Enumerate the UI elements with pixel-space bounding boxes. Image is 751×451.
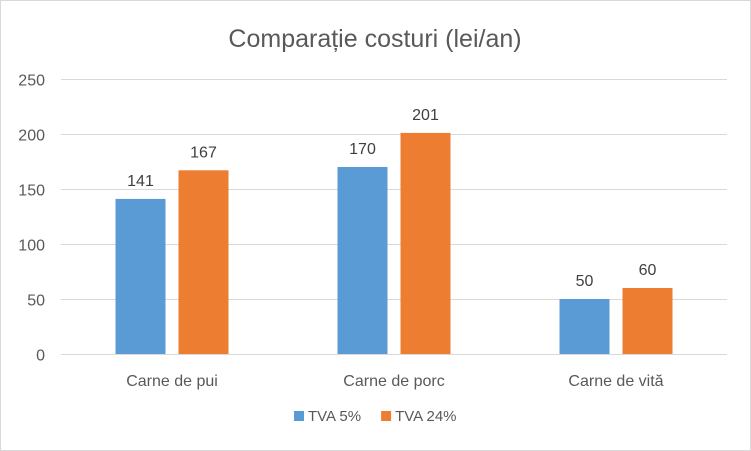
bar <box>115 198 166 354</box>
gridlines <box>61 79 727 355</box>
legend-label: TVA 24% <box>395 408 456 425</box>
data-label: 167 <box>190 144 217 161</box>
legend-label: TVA 5% <box>308 408 361 425</box>
y-tick-label: 0 <box>36 348 45 365</box>
y-tick-label: 150 <box>18 183 45 200</box>
y-tick-label: 100 <box>18 238 45 255</box>
data-label: 141 <box>127 173 154 190</box>
bar <box>337 167 388 354</box>
data-label: 50 <box>576 273 594 290</box>
chart-title: Comparație costuri (lei/an) <box>228 25 521 53</box>
bar <box>178 170 229 354</box>
bar <box>622 288 673 354</box>
y-tick-label: 250 <box>18 73 45 90</box>
category-label: Carne de pui <box>126 373 218 390</box>
bars <box>115 132 673 354</box>
category-label: Carne de porc <box>343 373 444 390</box>
x-axis-categories: Carne de pui Carne de porc Carne de vită <box>126 373 663 390</box>
data-label: 60 <box>639 262 657 279</box>
category-label: Carne de vită <box>568 373 663 390</box>
data-labels: 141 167 170 201 50 60 <box>127 107 656 290</box>
legend-swatch <box>381 411 392 421</box>
bar <box>559 299 610 354</box>
legend: TVA 5% TVA 24% <box>294 408 457 425</box>
legend-swatch <box>294 411 304 421</box>
data-label: 201 <box>412 107 439 124</box>
y-tick-label: 200 <box>18 128 45 145</box>
data-label: 170 <box>349 141 376 158</box>
bar <box>400 132 451 354</box>
y-tick-label: 50 <box>27 293 45 310</box>
y-axis-ticks: 0 50 100 150 200 250 <box>18 73 45 365</box>
